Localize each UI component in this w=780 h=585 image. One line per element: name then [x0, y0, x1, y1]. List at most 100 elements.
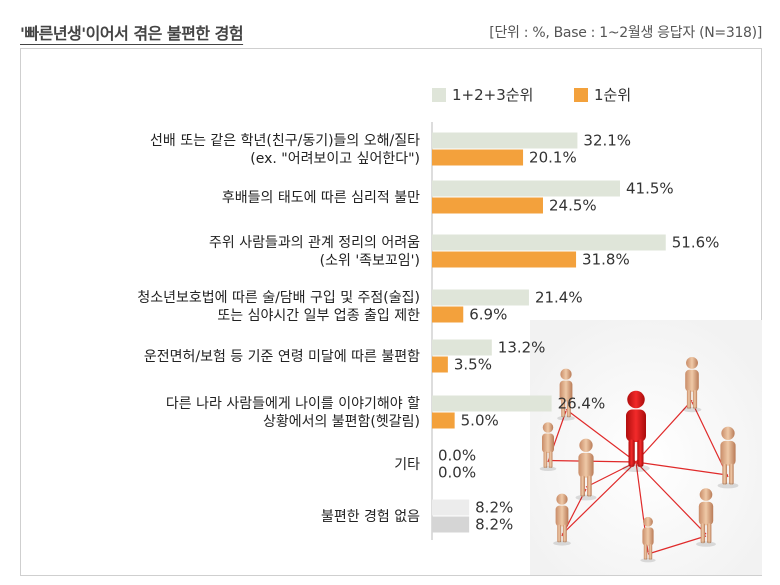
wooden-figure-7-leg-left: [643, 544, 648, 560]
bar-s2-0: [432, 149, 524, 166]
bar-s2-3: [432, 306, 464, 323]
red-figure-body: [626, 409, 646, 442]
bar-s1-7: [432, 499, 470, 516]
unit-note: [단위 : %, Base : 1~2월생 응답자 (N=318)]: [489, 25, 762, 41]
value-label-s2-6: 0.0%: [438, 464, 476, 482]
bar-s1-4: [432, 339, 492, 356]
value-label-s1-1: 41.5%: [626, 180, 674, 198]
wooden-figure-2: [575, 438, 597, 501]
wooden-figure-0-leg-left: [561, 399, 566, 418]
wooden-figure-3-leg-right: [562, 524, 567, 543]
value-label-s1-5: 26.4%: [558, 395, 606, 413]
network-line-5: [635, 461, 729, 476]
wooden-figure-3: [553, 493, 571, 546]
value-label-s2-1: 24.5%: [549, 197, 597, 215]
value-label-s2-4: 3.5%: [454, 356, 492, 374]
category-label-5-1: 상황에서의 불편함(헷갈림): [263, 414, 420, 430]
value-label-s2-7: 8.2%: [475, 516, 513, 534]
category-label-0-1: (ex. "어려보이고 싶어한다"): [250, 151, 420, 167]
bar-s1-0: [432, 132, 578, 149]
wooden-figure-1-leg-right: [548, 451, 553, 468]
wooden-figure-7-head: [643, 516, 653, 527]
category-label-1-0: 후배들의 태도에 따른 심리적 불만: [222, 190, 420, 206]
wooden-figure-5-leg-left: [722, 463, 728, 485]
red-figure-head: [627, 390, 645, 409]
red-figure: [622, 390, 650, 472]
legend-label-2: 1순위: [594, 86, 631, 104]
network-link-4: [691, 401, 729, 478]
wooden-figure-4-leg-right: [692, 390, 698, 409]
value-label-s1-0: 32.1%: [583, 132, 631, 150]
wooden-figure-4-shadow: [682, 407, 702, 413]
network-line-3: [561, 461, 637, 535]
bar-s1-5: [432, 395, 552, 412]
network-line-4: [635, 399, 693, 463]
value-label-s1-7: 8.2%: [475, 499, 513, 517]
wooden-figure-0-body: [559, 380, 573, 402]
wooden-figure-3-shadow: [553, 540, 571, 546]
network-line-0: [565, 408, 637, 463]
wooden-figure-3-body: [555, 505, 569, 527]
bar-s2-1: [432, 197, 543, 214]
wooden-figure-6-leg-left: [700, 523, 706, 544]
wooden-figure-4: [682, 356, 702, 413]
bar-s2-5: [432, 412, 455, 429]
category-label-3-1: 또는 심야시간 일부 업종 출입 제한: [217, 308, 420, 324]
legend: 1+2+3순위 1순위: [432, 86, 631, 104]
wooden-figure-2-leg-right: [586, 475, 592, 497]
wooden-figure-1-leg-left: [543, 451, 548, 468]
value-label-s1-3: 21.4%: [535, 289, 583, 307]
wooden-figure-0: [557, 368, 575, 421]
wooden-figure-6-head: [699, 488, 713, 501]
wooden-figure-4-head: [686, 356, 698, 369]
wooden-figure-2-body: [578, 452, 594, 478]
wooden-figure-5: [717, 426, 739, 489]
bar-s1-3: [432, 289, 529, 306]
wooden-figure-7: [640, 516, 656, 563]
legend-swatch-2: [574, 88, 588, 102]
wooden-figure-4-leg-left: [686, 390, 692, 409]
wooden-figure-1-head: [542, 422, 554, 433]
chart-marks: 32.1% 20.1% 선배 또는 같은 학년(친구/동기)들의 오해/질타 (ex.…: [137, 132, 719, 534]
chart-panel: [20, 48, 762, 576]
chart-title: '빠른년생'이어서 겪은 불편한 경험: [20, 24, 244, 43]
red-figure-leg-right: [637, 439, 644, 467]
people-network-illustration: [530, 320, 762, 575]
wooden-figure-1-body: [542, 433, 554, 453]
category-label-7-0: 불편한 경험 없음: [321, 509, 420, 525]
wooden-figure-2-leg-left: [580, 475, 586, 497]
legend-swatch-1: [432, 88, 446, 102]
red-figure-leg-left: [628, 439, 635, 467]
wooden-figure-5-shadow: [717, 482, 739, 489]
category-label-6-0: 기타: [394, 457, 420, 473]
wooden-figure-5-body: [720, 440, 736, 466]
wooden-figure-7-body: [642, 527, 654, 546]
value-label-s2-3: 6.9%: [469, 306, 507, 324]
value-label-s2-5: 5.0%: [461, 412, 499, 430]
wooden-figure-6-body: [698, 501, 714, 526]
network-line-6: [635, 461, 707, 535]
legend-label-1: 1+2+3순위: [452, 86, 533, 104]
wooden-figure-5-head: [721, 426, 735, 440]
wooden-figure-5-leg-right: [728, 463, 734, 485]
value-label-s2-2: 31.8%: [582, 251, 630, 269]
bar-s1-1: [432, 180, 620, 197]
wooden-figure-1-shadow: [539, 466, 557, 471]
category-label-3-0: 청소년보호법에 따른 술/담배 구입 및 주점(술집): [137, 290, 420, 306]
wooden-figure-0-head: [560, 368, 572, 380]
network-link-6: [647, 535, 707, 555]
wooden-figure-1: [539, 422, 557, 471]
wooden-figure-7-shadow: [640, 558, 656, 563]
red-figure-shadow: [622, 464, 650, 472]
wooden-figure-3-leg-left: [557, 524, 562, 543]
wooden-figure-2-head: [579, 438, 593, 452]
wooden-figure-6-shadow: [696, 541, 716, 547]
bar-s2-4: [432, 356, 448, 373]
value-label-s1-6: 0.0%: [438, 447, 476, 465]
bar-s1-2: [432, 234, 666, 251]
value-label-s1-4: 13.2%: [498, 339, 546, 357]
wooden-figure-3-head: [556, 493, 568, 505]
bar-s2-2: [432, 251, 577, 268]
bar-s2-7: [432, 516, 470, 533]
